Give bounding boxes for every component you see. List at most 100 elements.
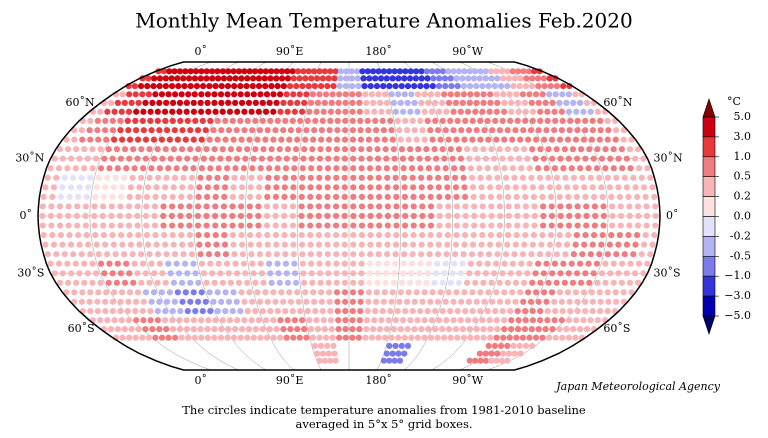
- anomaly-dot: [178, 279, 186, 286]
- anomaly-dot: [283, 270, 290, 277]
- anomaly-dot: [89, 165, 96, 172]
- anomaly-dot: [180, 251, 187, 258]
- anomaly-dot: [333, 241, 340, 248]
- anomaly-dot: [615, 241, 622, 248]
- anomaly-dot: [362, 334, 369, 341]
- anomaly-dot: [604, 308, 611, 315]
- anomaly-dot: [529, 241, 536, 248]
- anomaly-dot: [111, 136, 118, 143]
- anomaly-dot: [291, 108, 298, 115]
- anomaly-dot: [386, 83, 393, 90]
- anomaly-dot: [204, 334, 211, 341]
- anomaly-dot: [229, 203, 236, 210]
- anomaly-dot: [403, 127, 411, 134]
- anomaly-dot: [239, 251, 247, 258]
- anomaly-dot: [501, 165, 508, 172]
- anomaly-dot: [563, 99, 570, 106]
- anomaly-dot: [102, 184, 109, 191]
- anomaly-dot: [436, 193, 443, 201]
- anomaly-dot: [405, 136, 412, 143]
- anomaly-dot: [500, 75, 507, 82]
- anomaly-dot: [358, 222, 366, 229]
- anomaly-dot: [214, 308, 221, 315]
- anomaly-dot: [492, 117, 499, 124]
- anomaly-dot: [56, 146, 63, 153]
- anomaly-dot: [525, 68, 532, 75]
- anomaly-dot: [214, 68, 221, 75]
- anomaly-dot: [315, 203, 322, 210]
- anomaly-dot: [417, 117, 424, 124]
- anomaly-dot: [132, 334, 139, 341]
- anomaly-dot: [604, 136, 611, 143]
- anomaly-dot: [572, 334, 579, 341]
- anomaly-dot: [283, 155, 290, 162]
- anomaly-dot: [186, 193, 194, 201]
- anomaly-dot: [401, 350, 408, 357]
- anomaly-dot: [607, 270, 614, 277]
- anomaly-dot: [61, 251, 68, 258]
- anomaly-dot: [409, 174, 416, 181]
- anomaly-dot: [128, 99, 135, 106]
- anomaly-dot: [156, 127, 163, 134]
- anomaly-dot: [507, 117, 514, 124]
- anomaly-dot: [190, 260, 197, 267]
- anomaly-dot: [134, 270, 141, 277]
- anomaly-dot: [350, 165, 357, 172]
- anomaly-dot: [434, 334, 441, 341]
- anomaly-dot: [108, 203, 115, 210]
- anomaly-dot: [549, 99, 556, 106]
- anomaly-dot: [247, 184, 254, 191]
- anomaly-dot: [549, 326, 556, 333]
- anomaly-dot: [165, 165, 172, 172]
- anomaly-dot: [460, 251, 467, 258]
- anomaly-dot: [476, 165, 483, 172]
- anomaly-dot: [527, 127, 535, 134]
- anomaly-dot: [447, 91, 454, 98]
- anomaly-dot: [581, 184, 588, 191]
- anomaly-dot: [521, 99, 529, 106]
- anomaly-dot: [493, 357, 500, 364]
- anomaly-dot: [209, 68, 216, 75]
- anomaly-dot: [400, 165, 407, 172]
- anomaly-dot: [230, 184, 237, 191]
- anomaly-dot: [539, 334, 546, 341]
- anomaly-dot: [171, 127, 178, 134]
- anomaly-dot: [342, 308, 349, 315]
- colorbar-segment: [702, 295, 716, 317]
- anomaly-dot: [47, 165, 54, 172]
- anomaly-dot: [106, 260, 113, 267]
- anomaly-dot: [218, 83, 225, 90]
- anomaly-dot: [273, 68, 280, 75]
- anomaly-dot: [432, 270, 440, 277]
- anomaly-dot: [151, 75, 158, 82]
- anomaly-dot: [626, 212, 633, 220]
- anomaly-dot: [570, 99, 577, 106]
- anomaly-dot: [109, 127, 116, 134]
- anomaly-dot: [410, 203, 417, 210]
- anomaly-dot: [496, 222, 504, 229]
- colorbar-segment: [702, 156, 716, 178]
- anomaly-dot: [594, 317, 601, 324]
- anomaly-dot: [570, 174, 577, 181]
- anomaly-dot: [258, 270, 266, 277]
- anomaly-dot: [435, 184, 442, 191]
- anomaly-dot: [266, 260, 273, 267]
- anomaly-dot: [342, 108, 349, 115]
- anomaly-dot: [439, 308, 446, 315]
- anomaly-dot: [64, 279, 72, 286]
- anomaly-dot: [402, 68, 409, 75]
- anomaly-dot: [85, 241, 92, 248]
- anomaly-dot: [214, 251, 221, 258]
- anomaly-dot: [294, 136, 301, 143]
- anomaly-dot: [507, 155, 514, 162]
- anomaly-dot: [441, 155, 448, 162]
- anomaly-dot: [230, 289, 237, 296]
- anomaly-dot: [551, 260, 559, 267]
- anomaly-dot: [488, 75, 495, 82]
- anomaly-dot: [117, 308, 124, 315]
- anomaly-dot: [135, 231, 142, 239]
- anomaly-dot: [541, 83, 548, 90]
- anomaly-dot: [103, 289, 110, 296]
- anomaly-dot: [187, 279, 194, 286]
